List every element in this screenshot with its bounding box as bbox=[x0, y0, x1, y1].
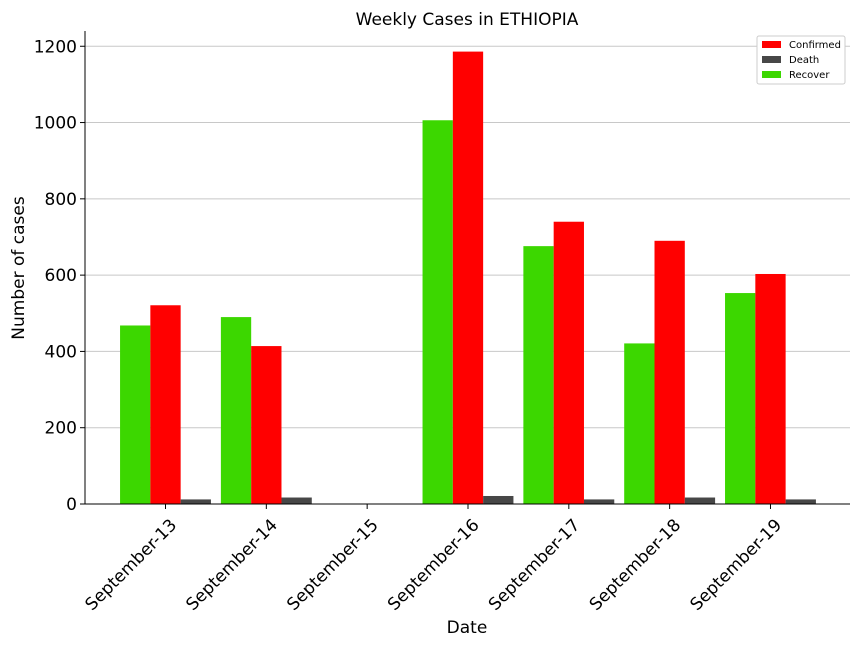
x-tick-label: September-15 bbox=[283, 515, 382, 614]
chart-title: Weekly Cases in ETHIOPIA bbox=[356, 10, 579, 30]
bar-recover-september-17 bbox=[523, 246, 554, 504]
y-tick-label: 0 bbox=[66, 495, 77, 515]
y-tick-label: 200 bbox=[45, 419, 77, 439]
y-axis-label: Number of cases bbox=[9, 196, 29, 340]
legend-label-death: Death bbox=[789, 55, 819, 66]
legend-label-recover: Recover bbox=[789, 70, 830, 81]
bar-death-september-14 bbox=[281, 497, 312, 504]
bar-recover-september-16 bbox=[422, 120, 453, 504]
bar-death-september-19 bbox=[785, 499, 816, 504]
y-tick-label: 1000 bbox=[34, 114, 77, 134]
x-tick-label: September-14 bbox=[182, 515, 281, 614]
legend-swatch-death bbox=[762, 56, 781, 63]
y-tick-label: 400 bbox=[45, 342, 77, 362]
x-tick-label: September-18 bbox=[586, 515, 685, 614]
bar-confirmed-september-14 bbox=[251, 346, 282, 504]
bar-confirmed-september-18 bbox=[654, 240, 685, 504]
bar-death-september-18 bbox=[684, 497, 716, 504]
y-ticks: 0 200 400 600 800 1000 1200 bbox=[34, 37, 85, 515]
legend: Confirmed Death Recover bbox=[756, 35, 846, 85]
legend-swatch-confirmed bbox=[762, 41, 781, 48]
x-tick-label: September-19 bbox=[687, 515, 786, 614]
y-tick-label: 800 bbox=[45, 190, 77, 210]
bar-death-september-17 bbox=[583, 499, 615, 504]
x-axis-label: Date bbox=[447, 618, 488, 638]
x-tick-label: September-16 bbox=[384, 515, 483, 614]
bar-recover-september-19 bbox=[725, 293, 756, 504]
x-ticks: September-13 September-14 September-15 Sept… bbox=[82, 504, 786, 615]
y-tick-label: 1200 bbox=[34, 37, 77, 57]
bar-recover-september-18 bbox=[624, 343, 655, 504]
bar-confirmed-september-17 bbox=[553, 221, 584, 504]
bar-death-september-16 bbox=[483, 495, 514, 504]
bar-confirmed-september-19 bbox=[755, 273, 786, 504]
bar-recover-september-14 bbox=[220, 317, 252, 504]
bar-confirmed-september-13 bbox=[150, 305, 181, 504]
y-tick-label: 600 bbox=[45, 266, 77, 286]
legend-swatch-recover bbox=[762, 71, 781, 78]
x-tick-label: September-17 bbox=[485, 515, 584, 614]
bar-death-september-13 bbox=[180, 499, 211, 504]
bars bbox=[120, 51, 816, 504]
x-tick-label: September-13 bbox=[82, 515, 181, 614]
bar-recover-september-13 bbox=[120, 325, 151, 504]
bar-confirmed-september-16 bbox=[452, 51, 484, 504]
legend-label-confirmed: Confirmed bbox=[789, 40, 841, 51]
